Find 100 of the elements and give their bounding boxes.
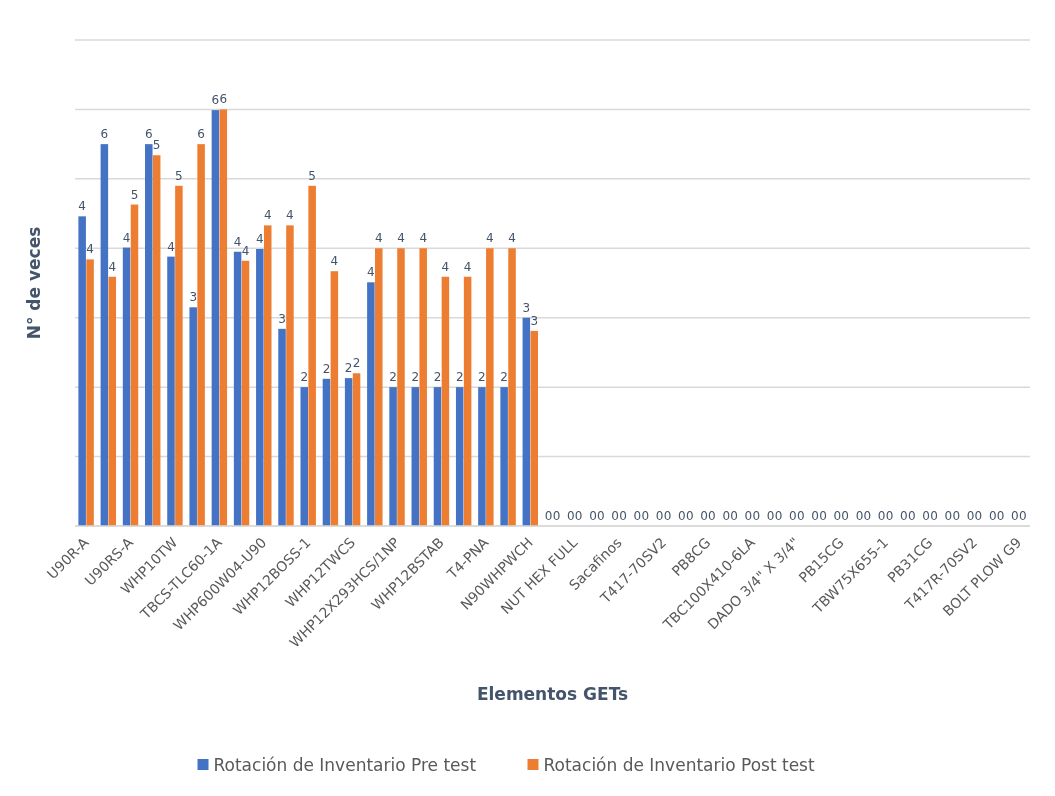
data-label: 0 <box>974 509 983 523</box>
data-label: 0 <box>796 509 805 523</box>
data-label: 4 <box>78 199 86 214</box>
data-label: 0 <box>663 509 672 523</box>
bar <box>108 276 117 526</box>
data-label: 0 <box>833 509 842 523</box>
data-label: 0 <box>811 509 819 523</box>
data-label: 0 <box>574 509 583 523</box>
data-label: 0 <box>907 509 916 523</box>
data-label: 2 <box>455 370 464 385</box>
data-label: 0 <box>841 509 849 523</box>
bar <box>100 144 109 526</box>
data-label: 4 <box>86 242 94 257</box>
bar <box>130 204 139 526</box>
bar <box>330 271 339 526</box>
data-label: 0 <box>544 509 553 523</box>
bar <box>308 185 316 526</box>
data-label: 0 <box>700 509 708 523</box>
data-label: 2 <box>389 370 397 385</box>
bar <box>344 378 353 526</box>
bar <box>508 248 516 526</box>
bar <box>175 185 183 526</box>
bar <box>145 144 153 526</box>
x-axis-title: Elementos GETs <box>476 684 629 704</box>
data-label: 4 <box>486 231 494 246</box>
bar <box>433 387 442 526</box>
data-label: 3 <box>189 290 198 305</box>
bar <box>189 307 197 526</box>
data-label: 0 <box>677 509 686 523</box>
bar <box>78 216 86 526</box>
bar <box>441 276 450 526</box>
data-label: 0 <box>633 509 642 523</box>
bar <box>256 248 264 526</box>
bar <box>122 247 131 526</box>
bar <box>367 282 375 526</box>
bar <box>463 276 472 526</box>
data-label: 0 <box>1011 509 1019 523</box>
data-label: 4 <box>108 259 117 274</box>
data-label: 0 <box>922 509 930 523</box>
data-label: 0 <box>877 509 886 523</box>
data-label: 0 <box>900 509 908 523</box>
bar <box>263 225 272 526</box>
bar <box>522 317 531 526</box>
bar <box>219 109 228 526</box>
bar <box>352 373 361 526</box>
data-label: 4 <box>441 259 450 274</box>
data-label: 4 <box>367 265 375 280</box>
data-label: 4 <box>419 231 428 246</box>
data-label: 4 <box>374 231 383 246</box>
data-label: 0 <box>885 509 894 523</box>
bar <box>375 248 383 526</box>
bar <box>500 387 508 526</box>
legend-label: Rotación de Inventario Pre test <box>213 754 477 775</box>
data-label: 0 <box>685 509 694 523</box>
data-label: 0 <box>566 509 575 523</box>
data-label: 0 <box>952 509 961 523</box>
data-label: 2 <box>352 356 361 371</box>
bar <box>167 256 175 526</box>
data-label: 0 <box>744 509 753 523</box>
data-label: 2 <box>300 370 309 385</box>
data-label: 2 <box>433 370 442 385</box>
data-label: 0 <box>708 509 716 523</box>
data-label: 0 <box>752 509 761 523</box>
data-label: 0 <box>863 509 872 523</box>
data-label: 2 <box>344 361 353 376</box>
bar <box>530 330 538 526</box>
data-label: 0 <box>655 509 664 523</box>
y-axis-title: N° de veces <box>24 226 44 340</box>
data-label: 3 <box>278 311 286 326</box>
legend-label: Rotación de Inventario Post test <box>543 754 815 775</box>
data-label: 0 <box>766 509 775 523</box>
data-label: 6 <box>219 92 228 107</box>
bar <box>197 144 205 526</box>
data-label: 6 <box>197 127 205 142</box>
bar <box>286 225 294 526</box>
data-label: 0 <box>552 509 561 523</box>
data-label: 5 <box>152 138 161 153</box>
data-label: 4 <box>233 234 242 249</box>
data-label: 6 <box>144 127 153 142</box>
data-label: 4 <box>286 208 294 223</box>
bar <box>278 328 286 526</box>
data-label: 6 <box>100 127 109 142</box>
data-label: 0 <box>966 509 975 523</box>
data-label: 4 <box>263 208 272 223</box>
bar <box>455 387 464 526</box>
data-label: 0 <box>589 509 597 523</box>
data-label: 0 <box>789 509 797 523</box>
data-label: 4 <box>256 231 264 246</box>
bar <box>211 110 220 526</box>
data-label: 0 <box>855 509 864 523</box>
bar <box>411 387 420 526</box>
bar <box>241 260 250 526</box>
bar <box>300 387 308 526</box>
data-label: 0 <box>641 509 650 523</box>
data-label: 0 <box>619 509 627 523</box>
bar <box>389 387 397 526</box>
bar <box>419 248 427 526</box>
data-label: 4 <box>167 239 175 254</box>
data-label: 0 <box>774 509 783 523</box>
data-label: 0 <box>819 509 827 523</box>
